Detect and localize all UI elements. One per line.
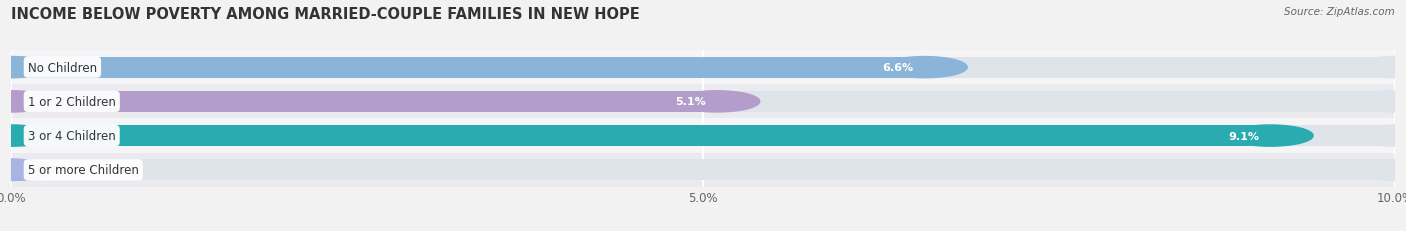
Circle shape [1227,125,1313,146]
Bar [11,57,924,78]
Bar [11,153,1395,187]
Bar [11,119,1395,153]
Text: 6.6%: 6.6% [882,63,914,73]
Circle shape [1351,160,1406,181]
Circle shape [0,125,55,146]
Text: 0.0%: 0.0% [32,165,60,175]
Bar [11,51,1395,85]
Circle shape [1351,125,1406,146]
Bar [11,125,1395,146]
Circle shape [0,125,55,146]
Text: INCOME BELOW POVERTY AMONG MARRIED-COUPLE FAMILIES IN NEW HOPE: INCOME BELOW POVERTY AMONG MARRIED-COUPL… [11,7,640,22]
Bar [11,91,717,112]
Circle shape [0,160,55,181]
Circle shape [1351,57,1406,78]
Circle shape [0,91,55,112]
Circle shape [0,160,55,181]
Bar [11,57,1395,78]
Circle shape [1351,91,1406,112]
Bar [11,85,1395,119]
Text: 1 or 2 Children: 1 or 2 Children [28,95,115,108]
Text: No Children: No Children [28,61,97,74]
Bar [11,91,1395,112]
Circle shape [882,57,967,78]
Circle shape [673,91,759,112]
Text: 5.1%: 5.1% [675,97,706,107]
Circle shape [0,57,55,78]
Bar [11,125,1270,146]
Circle shape [0,91,55,112]
Text: 5 or more Children: 5 or more Children [28,164,139,176]
Circle shape [0,57,55,78]
Text: Source: ZipAtlas.com: Source: ZipAtlas.com [1284,7,1395,17]
Text: 9.1%: 9.1% [1229,131,1260,141]
Bar [11,160,1395,181]
Circle shape [0,160,55,181]
Text: 3 or 4 Children: 3 or 4 Children [28,130,115,143]
